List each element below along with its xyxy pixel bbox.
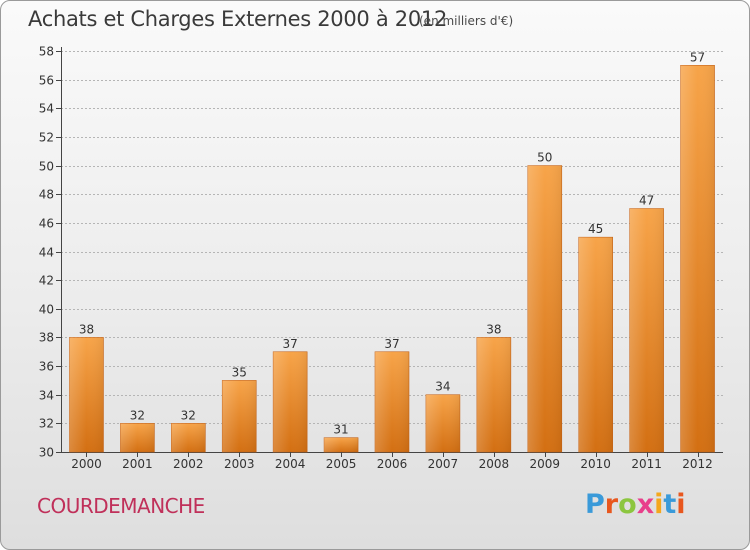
bar-shine xyxy=(273,351,308,452)
data-label: 35 xyxy=(232,365,247,379)
x-tick-label: 2001 xyxy=(122,457,153,471)
x-tick-label: 2010 xyxy=(580,457,611,471)
y-tick-label: 54 xyxy=(39,102,54,116)
data-label: 37 xyxy=(283,337,298,351)
x-tick-label: 2009 xyxy=(529,457,560,471)
commune-name: COURDEMANCHE xyxy=(37,494,205,518)
data-label: 32 xyxy=(130,408,145,422)
x-tick-label: 2006 xyxy=(377,457,408,471)
data-label: 31 xyxy=(333,423,348,437)
chart-title: Achats et Charges Externes 2000 à 2012 xyxy=(28,7,448,31)
x-tick-label: 2011 xyxy=(631,457,662,471)
logo-letter: i xyxy=(676,489,686,520)
bar-shine xyxy=(375,351,409,452)
bar-shine xyxy=(171,423,206,452)
data-label: 32 xyxy=(181,408,196,422)
bar-shine xyxy=(680,65,715,453)
logo-letter: i xyxy=(654,489,664,520)
bar-shine xyxy=(425,394,460,452)
logo-letter: x xyxy=(636,489,655,520)
y-tick-label: 42 xyxy=(39,274,54,288)
y-tick-label: 48 xyxy=(39,188,54,202)
y-tick-label: 58 xyxy=(39,45,54,59)
data-label: 57 xyxy=(690,50,705,64)
bar-shine xyxy=(527,165,562,453)
data-label: 38 xyxy=(79,322,94,336)
data-label: 37 xyxy=(384,337,399,351)
y-tick-label: 50 xyxy=(39,160,54,174)
y-tick-label: 40 xyxy=(39,303,54,317)
x-tick-label: 2007 xyxy=(428,457,459,471)
y-tick-label: 34 xyxy=(39,389,54,403)
x-tick-label: 2004 xyxy=(275,457,306,471)
y-tick-label: 32 xyxy=(39,417,54,431)
logo-letter: P xyxy=(585,489,605,520)
data-label: 38 xyxy=(486,322,501,336)
y-tick-label: 46 xyxy=(39,217,54,231)
bar-shine xyxy=(476,337,511,452)
proxiti-logo[interactable]: Proxiti xyxy=(585,489,686,520)
bar-shine xyxy=(69,337,104,452)
bar-shine xyxy=(578,237,613,452)
bar-shine xyxy=(629,208,664,452)
y-tick-label: 38 xyxy=(39,331,54,345)
x-tick-label: 2002 xyxy=(173,457,204,471)
chart-subtitle: (en milliers d'€) xyxy=(419,14,514,28)
logo-letter: o xyxy=(618,489,637,520)
x-tick-label: 2008 xyxy=(479,457,510,471)
data-label: 34 xyxy=(435,380,450,394)
y-tick-label: 36 xyxy=(39,360,54,374)
data-label: 47 xyxy=(639,194,654,208)
logo-letter: r xyxy=(604,489,619,520)
y-tick-label: 44 xyxy=(39,246,54,260)
logo-letter: t xyxy=(663,489,677,520)
data-label: 50 xyxy=(537,151,552,165)
data-label: 45 xyxy=(588,222,603,236)
bar-shine xyxy=(120,423,155,452)
y-tick-label: 56 xyxy=(39,74,54,88)
bar-shine xyxy=(324,437,359,452)
y-tick-label: 30 xyxy=(39,446,54,460)
x-tick-label: 2000 xyxy=(71,457,102,471)
x-tick-label: 2003 xyxy=(224,457,255,471)
bar-shine xyxy=(222,380,257,452)
x-tick-label: 2005 xyxy=(326,457,357,471)
x-tick-label: 2012 xyxy=(682,457,713,471)
y-tick-label: 52 xyxy=(39,131,54,145)
